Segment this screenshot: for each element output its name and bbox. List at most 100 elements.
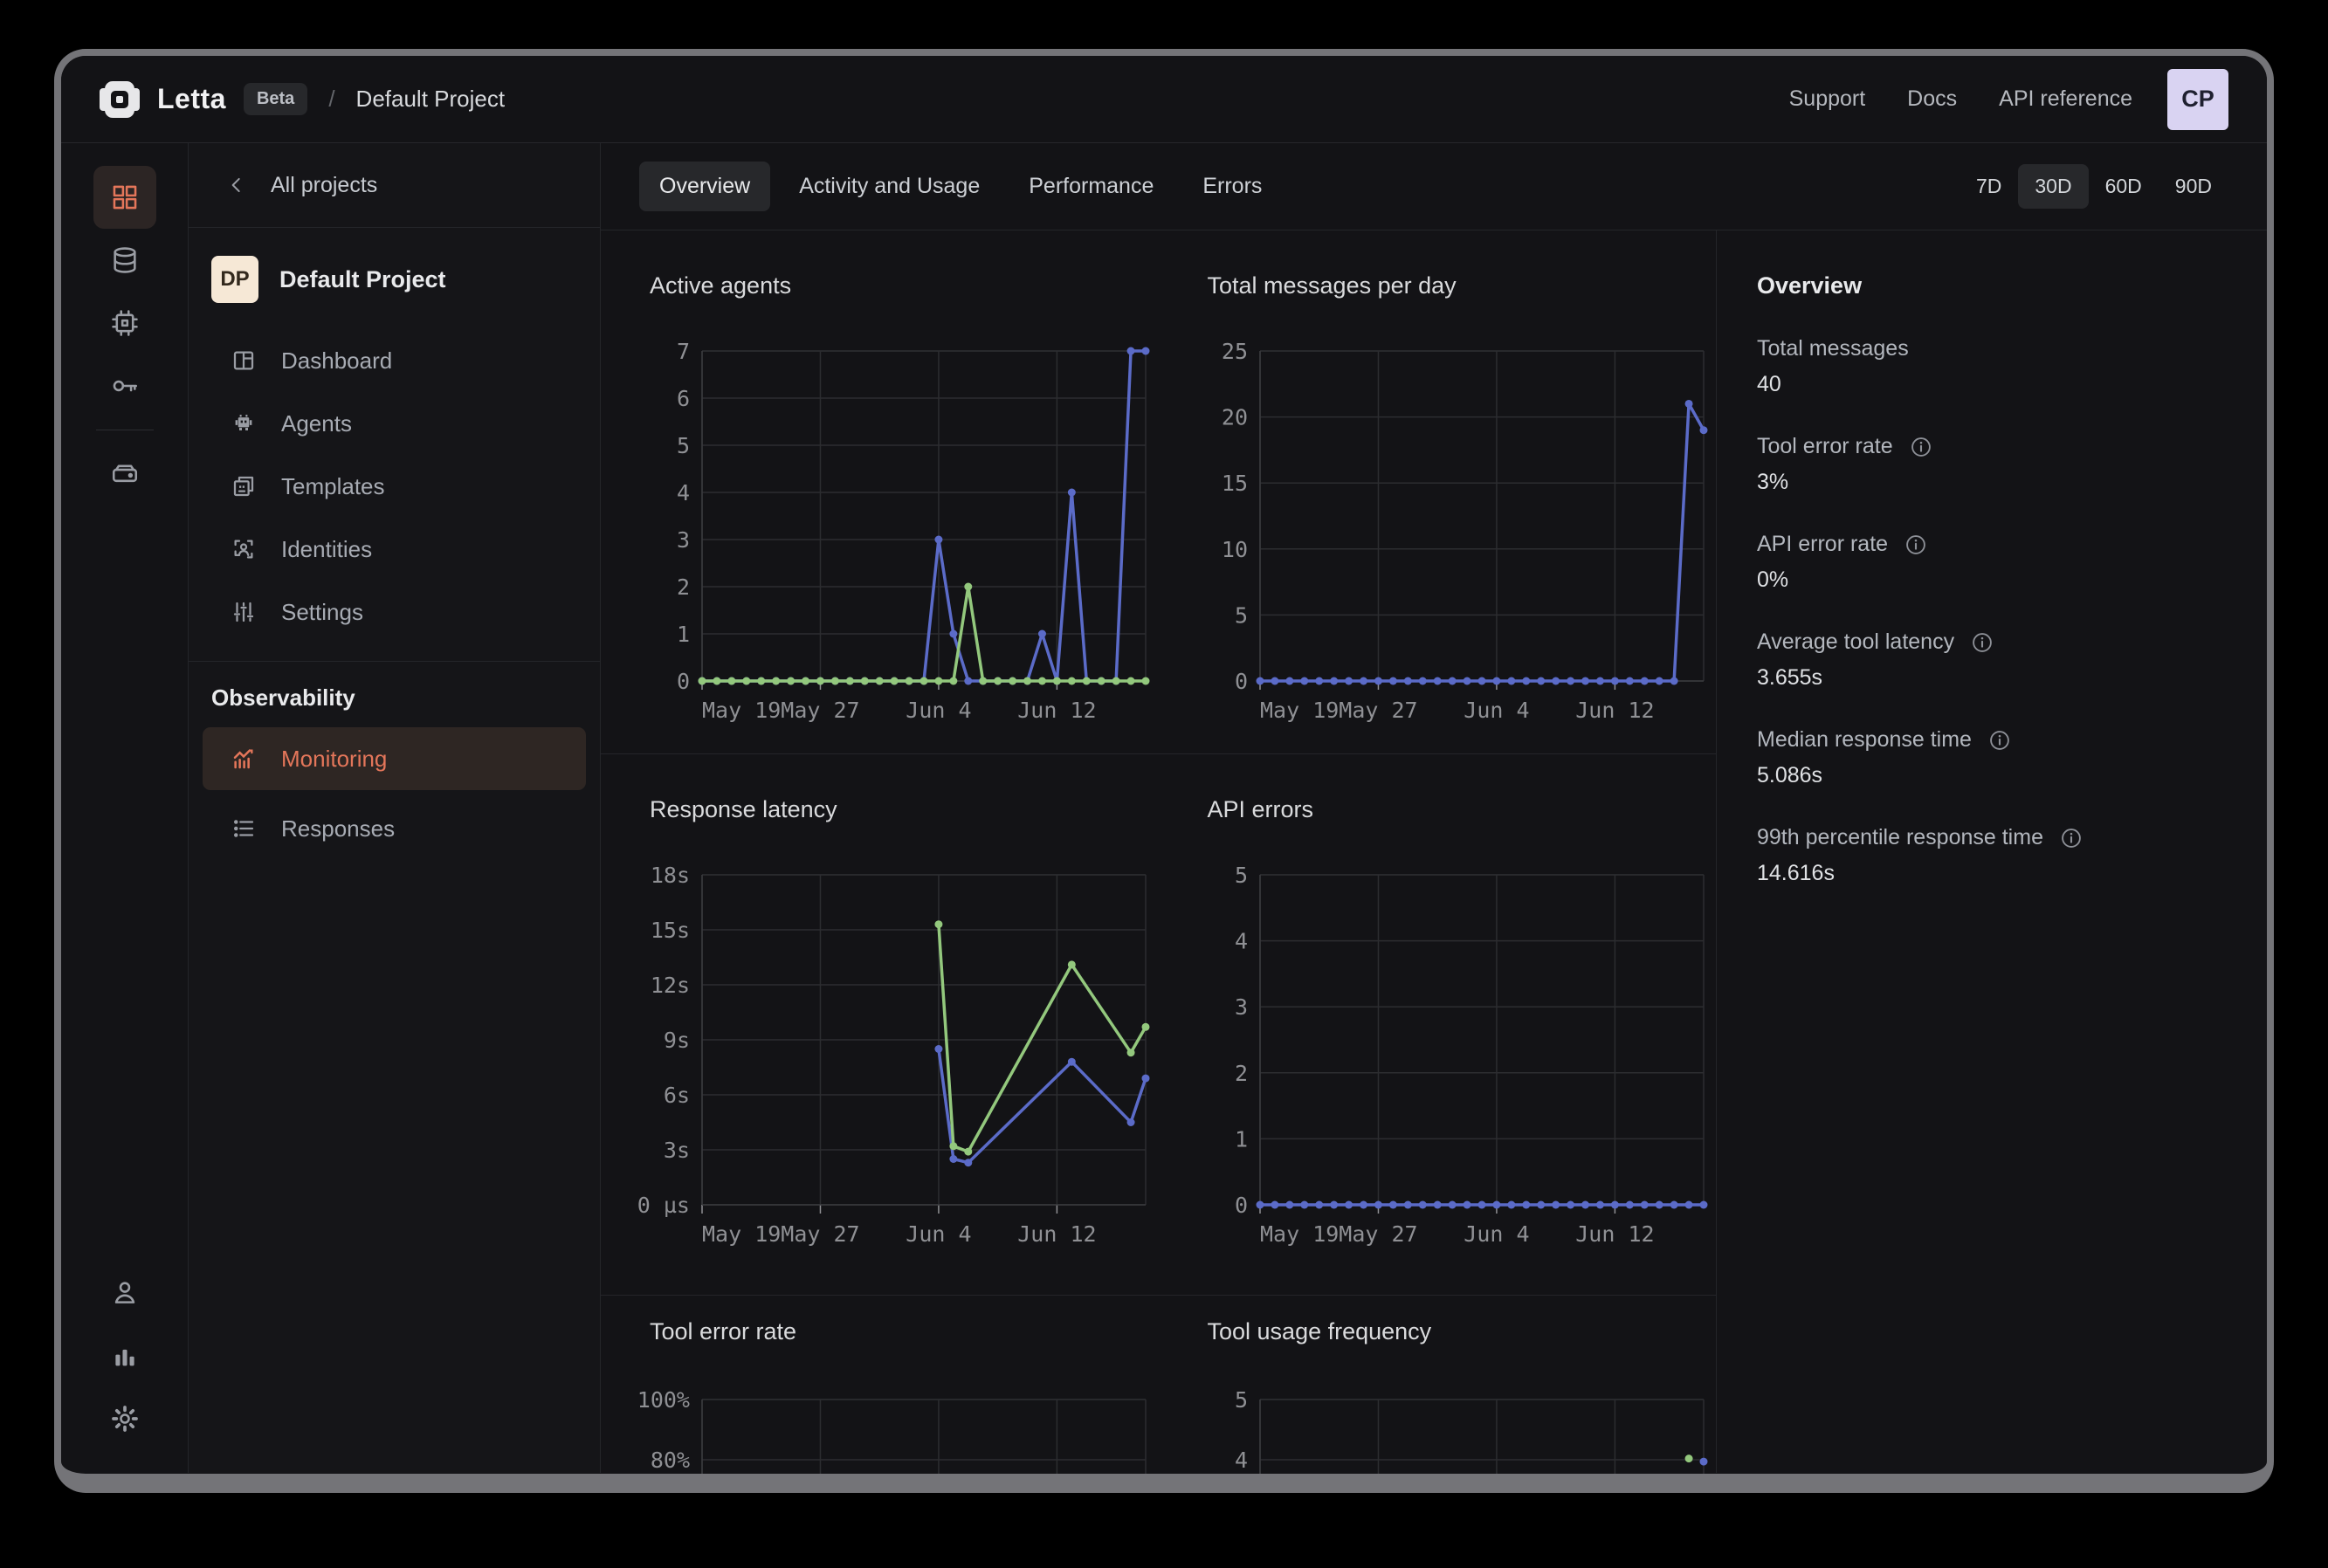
svg-text:3: 3 — [1234, 994, 1247, 1020]
stat-label: Median response time — [1757, 727, 1972, 753]
info-icon[interactable] — [2059, 826, 2083, 850]
chart-active-agents: Active agents 01234567May 19May 27Jun 4J… — [601, 230, 1159, 753]
stat-value: 40 — [1757, 372, 2241, 397]
svg-text:4: 4 — [677, 480, 690, 505]
rail-settings-button[interactable] — [93, 1387, 156, 1450]
chart-total-messages: Total messages per day 0510152025May 19M… — [1159, 230, 1717, 753]
robot-icon — [231, 410, 257, 437]
svg-text:15: 15 — [1221, 471, 1247, 496]
breadcrumb-project[interactable]: Default Project — [356, 86, 506, 113]
sidebar: All projects DP Default Project Dashboar… — [189, 143, 601, 1473]
range-7d[interactable]: 7D — [1960, 164, 2018, 209]
stat-value: 3.655s — [1757, 665, 2241, 691]
docs-link[interactable]: Docs — [1907, 86, 1957, 112]
icon-rail — [61, 143, 189, 1473]
api-reference-link[interactable]: API reference — [1999, 86, 2132, 112]
charts-area: Active agents 01234567May 19May 27Jun 4J… — [601, 230, 1716, 1473]
dashboard-icon — [231, 347, 257, 374]
svg-text:2: 2 — [1234, 1061, 1247, 1086]
gear-icon — [110, 1404, 140, 1434]
svg-text:5: 5 — [1234, 863, 1247, 888]
svg-text:0: 0 — [1234, 669, 1247, 694]
tab-performance[interactable]: Performance — [1009, 162, 1174, 211]
grid-icon — [110, 182, 140, 212]
database-icon — [110, 245, 140, 275]
beta-badge: Beta — [244, 83, 307, 115]
api-errors-plot: 012345May 19May 27Jun 4Jun 12 — [1190, 863, 1714, 1264]
chart-title: API errors — [1208, 796, 1314, 823]
svg-text:Jun 4: Jun 4 — [1464, 698, 1529, 723]
chart-title: Response latency — [650, 796, 837, 823]
all-projects-back[interactable]: All projects — [189, 143, 600, 228]
stat-item: Tool error rate3% — [1757, 434, 2241, 495]
tool-usage-frequency-plot: 54 — [1190, 1371, 1714, 1493]
support-link[interactable]: Support — [1789, 86, 1866, 112]
svg-text:1: 1 — [677, 622, 690, 647]
svg-text:18s: 18s — [651, 863, 690, 888]
key-icon — [110, 371, 140, 401]
svg-text:3: 3 — [677, 527, 690, 553]
tab-overview[interactable]: Overview — [639, 162, 770, 211]
svg-text:Jun 12: Jun 12 — [1575, 698, 1654, 723]
svg-text:May 19: May 19 — [1260, 1221, 1339, 1247]
info-icon[interactable] — [1904, 533, 1928, 557]
sidebar-item-identities[interactable]: Identities — [189, 518, 600, 581]
time-range-group: 7D 30D 60D 90D — [1960, 164, 2228, 209]
info-icon[interactable] — [1970, 630, 1994, 655]
svg-text:May 27: May 27 — [1339, 1221, 1417, 1247]
tabs-bar: Overview Activity and Usage Performance … — [601, 143, 2267, 230]
project-name: Default Project — [279, 266, 446, 293]
response-latency-plot: 0 µs3s6s9s12s15s18sMay 19May 27Jun 4Jun … — [632, 863, 1156, 1264]
sidebar-item-agents[interactable]: Agents — [189, 392, 600, 455]
sidebar-item-responses[interactable]: Responses — [189, 797, 600, 860]
templates-icon — [231, 473, 257, 499]
rail-models-button[interactable] — [93, 292, 156, 354]
svg-text:25: 25 — [1221, 339, 1247, 364]
svg-text:May 19: May 19 — [702, 698, 781, 723]
svg-text:4: 4 — [1234, 929, 1247, 954]
tab-activity-and-usage[interactable]: Activity and Usage — [779, 162, 1000, 211]
svg-text:Jun 12: Jun 12 — [1575, 1221, 1654, 1247]
sidebar-item-label: Monitoring — [281, 746, 387, 773]
rail-account-button[interactable] — [93, 1262, 156, 1324]
svg-text:100%: 100% — [637, 1387, 690, 1413]
project-row[interactable]: DP Default Project — [211, 256, 579, 303]
sidebar-item-monitoring[interactable]: Monitoring — [203, 727, 586, 790]
sidebar-item-dashboard[interactable]: Dashboard — [189, 329, 600, 392]
list-icon — [231, 815, 257, 842]
sidebar-item-settings[interactable]: Settings — [189, 581, 600, 643]
range-60d[interactable]: 60D — [2089, 164, 2159, 209]
chart-response-latency: Response latency 0 µs3s6s9s12s15s18sMay … — [601, 754, 1159, 1295]
chart-tool-usage-frequency: Tool usage frequency 54 — [1159, 1296, 1717, 1493]
svg-text:0: 0 — [677, 669, 690, 694]
info-icon[interactable] — [1987, 728, 2012, 753]
svg-text:7: 7 — [677, 339, 690, 364]
all-projects-label: All projects — [271, 173, 377, 198]
rail-usage-button[interactable] — [93, 1324, 156, 1387]
info-icon[interactable] — [1909, 435, 1933, 459]
chart-title: Tool usage frequency — [1208, 1318, 1432, 1345]
tab-errors[interactable]: Errors — [1182, 162, 1282, 211]
user-avatar[interactable]: CP — [2167, 69, 2228, 130]
rail-api-keys-button[interactable] — [93, 354, 156, 417]
range-90d[interactable]: 90D — [2159, 164, 2228, 209]
stat-label: 99th percentile response time — [1757, 825, 2043, 850]
rail-data-button[interactable] — [93, 229, 156, 292]
overview-panel: Overview Total messages40Tool error rate… — [1716, 230, 2267, 1473]
stat-label: Tool error rate — [1757, 434, 1893, 459]
app-window: Letta Beta / Default Project Support Doc… — [54, 49, 2274, 1493]
svg-text:Jun 4: Jun 4 — [1464, 1221, 1529, 1247]
range-30d[interactable]: 30D — [2018, 164, 2088, 209]
svg-text:12s: 12s — [651, 973, 690, 998]
svg-text:May 19: May 19 — [702, 1221, 781, 1247]
tool-error-rate-plot: 100%80% — [632, 1371, 1156, 1493]
rail-projects-button[interactable] — [93, 166, 156, 229]
sidebar-item-templates[interactable]: Templates — [189, 455, 600, 518]
rail-deployments-button[interactable] — [93, 443, 156, 505]
svg-text:May 27: May 27 — [781, 1221, 859, 1247]
chart-title: Active agents — [650, 272, 791, 299]
breadcrumb-separator: / — [328, 86, 334, 113]
stat-item: Total messages40 — [1757, 336, 2241, 397]
total-messages-plot: 0510152025May 19May 27Jun 4Jun 12 — [1190, 339, 1714, 740]
top-bar: Letta Beta / Default Project Support Doc… — [61, 56, 2267, 143]
